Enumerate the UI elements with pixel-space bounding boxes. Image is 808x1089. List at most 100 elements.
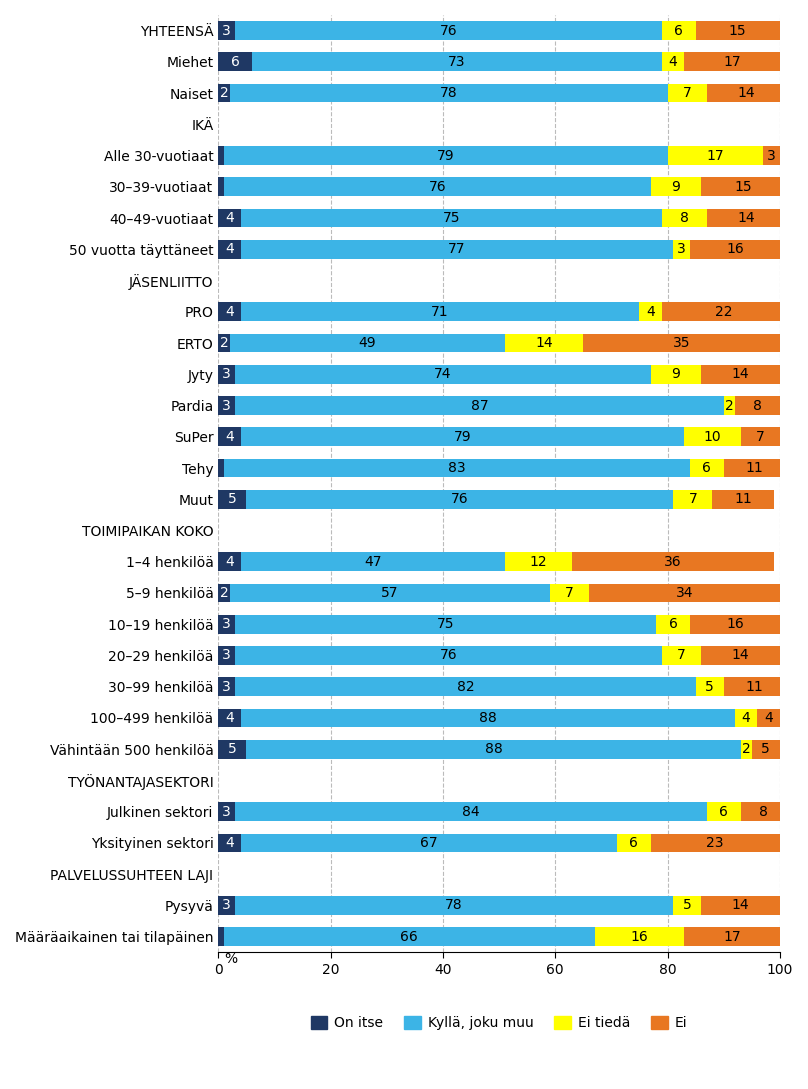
Bar xyxy=(673,490,713,509)
Text: 23: 23 xyxy=(706,836,724,849)
Text: 7: 7 xyxy=(688,492,697,506)
Bar xyxy=(229,584,549,602)
Text: 4: 4 xyxy=(225,554,234,568)
Text: 2: 2 xyxy=(742,743,751,756)
Legend: On itse, Kyllä, joku muu, Ei tiedä, Ei: On itse, Kyllä, joku muu, Ei tiedä, Ei xyxy=(305,1011,693,1036)
Text: 16: 16 xyxy=(726,617,744,632)
Text: 14: 14 xyxy=(738,211,755,225)
Bar xyxy=(218,584,229,602)
Text: 5: 5 xyxy=(705,680,714,694)
Text: 79: 79 xyxy=(454,430,471,444)
Text: 9: 9 xyxy=(671,367,680,381)
Text: 3: 3 xyxy=(677,243,686,256)
Text: 4: 4 xyxy=(646,305,655,319)
Text: 3: 3 xyxy=(222,648,231,662)
Text: 88: 88 xyxy=(479,711,497,725)
Text: 7: 7 xyxy=(683,86,692,100)
Text: 79: 79 xyxy=(437,148,455,162)
Text: 7: 7 xyxy=(755,430,764,444)
Text: 14: 14 xyxy=(535,337,553,350)
Text: 4: 4 xyxy=(225,243,234,256)
Text: 15: 15 xyxy=(734,180,752,194)
Bar xyxy=(229,84,667,102)
Text: 49: 49 xyxy=(358,337,376,350)
Bar xyxy=(235,896,673,915)
Text: 14: 14 xyxy=(732,648,749,662)
Bar xyxy=(617,833,650,853)
Bar xyxy=(701,178,785,196)
Text: 4: 4 xyxy=(764,711,773,725)
Bar xyxy=(572,552,774,571)
Bar xyxy=(218,427,241,446)
Bar xyxy=(218,365,235,383)
Bar xyxy=(656,615,690,634)
Bar xyxy=(218,709,241,727)
Bar xyxy=(701,896,780,915)
Bar xyxy=(224,146,667,164)
Text: 2: 2 xyxy=(220,586,229,600)
Text: 5: 5 xyxy=(228,743,237,756)
Bar xyxy=(235,677,696,696)
Text: 84: 84 xyxy=(462,805,480,819)
Text: 76: 76 xyxy=(440,24,457,38)
Text: 82: 82 xyxy=(457,680,474,694)
Text: 3: 3 xyxy=(222,617,231,632)
Text: 4: 4 xyxy=(669,54,678,69)
Bar xyxy=(218,178,224,196)
Text: 77: 77 xyxy=(448,243,465,256)
Text: 2: 2 xyxy=(220,337,229,350)
Text: 11: 11 xyxy=(734,492,752,506)
Bar xyxy=(673,240,690,259)
Bar xyxy=(218,52,252,71)
Text: 3: 3 xyxy=(767,148,776,162)
Text: 74: 74 xyxy=(434,367,452,381)
Bar xyxy=(735,709,757,727)
Bar xyxy=(740,803,785,821)
Bar xyxy=(701,365,780,383)
Bar xyxy=(684,52,780,71)
Bar xyxy=(696,677,724,696)
Bar xyxy=(639,303,662,321)
Text: 5: 5 xyxy=(228,492,237,506)
Bar xyxy=(218,209,241,228)
Text: 6: 6 xyxy=(675,24,684,38)
Text: 67: 67 xyxy=(420,836,438,849)
Bar xyxy=(218,84,229,102)
Bar xyxy=(707,803,740,821)
Bar xyxy=(724,458,785,477)
Text: 4: 4 xyxy=(225,836,234,849)
Bar xyxy=(218,396,235,415)
Text: 8: 8 xyxy=(759,805,768,819)
Text: 17: 17 xyxy=(706,148,724,162)
Text: 34: 34 xyxy=(675,586,693,600)
Text: 8: 8 xyxy=(680,211,688,225)
Bar xyxy=(241,303,639,321)
Bar xyxy=(218,22,235,40)
Text: 3: 3 xyxy=(222,399,231,413)
Bar xyxy=(696,22,780,40)
Bar xyxy=(650,178,701,196)
Bar xyxy=(224,458,690,477)
Text: 71: 71 xyxy=(431,305,449,319)
Bar xyxy=(241,427,684,446)
Bar xyxy=(229,333,505,353)
Text: 87: 87 xyxy=(470,399,488,413)
Text: 76: 76 xyxy=(440,648,457,662)
Bar xyxy=(667,84,707,102)
Text: 16: 16 xyxy=(726,243,744,256)
Text: 17: 17 xyxy=(723,930,741,944)
Text: 7: 7 xyxy=(677,648,686,662)
Bar xyxy=(218,240,241,259)
Text: 2: 2 xyxy=(725,399,734,413)
Bar xyxy=(218,646,235,665)
Bar xyxy=(757,709,780,727)
Bar xyxy=(246,490,673,509)
Bar xyxy=(224,927,595,946)
Bar xyxy=(241,833,617,853)
Bar xyxy=(241,552,505,571)
Bar xyxy=(589,584,780,602)
Bar xyxy=(650,365,701,383)
Text: 14: 14 xyxy=(732,367,749,381)
Text: 76: 76 xyxy=(451,492,469,506)
Bar xyxy=(690,240,780,259)
